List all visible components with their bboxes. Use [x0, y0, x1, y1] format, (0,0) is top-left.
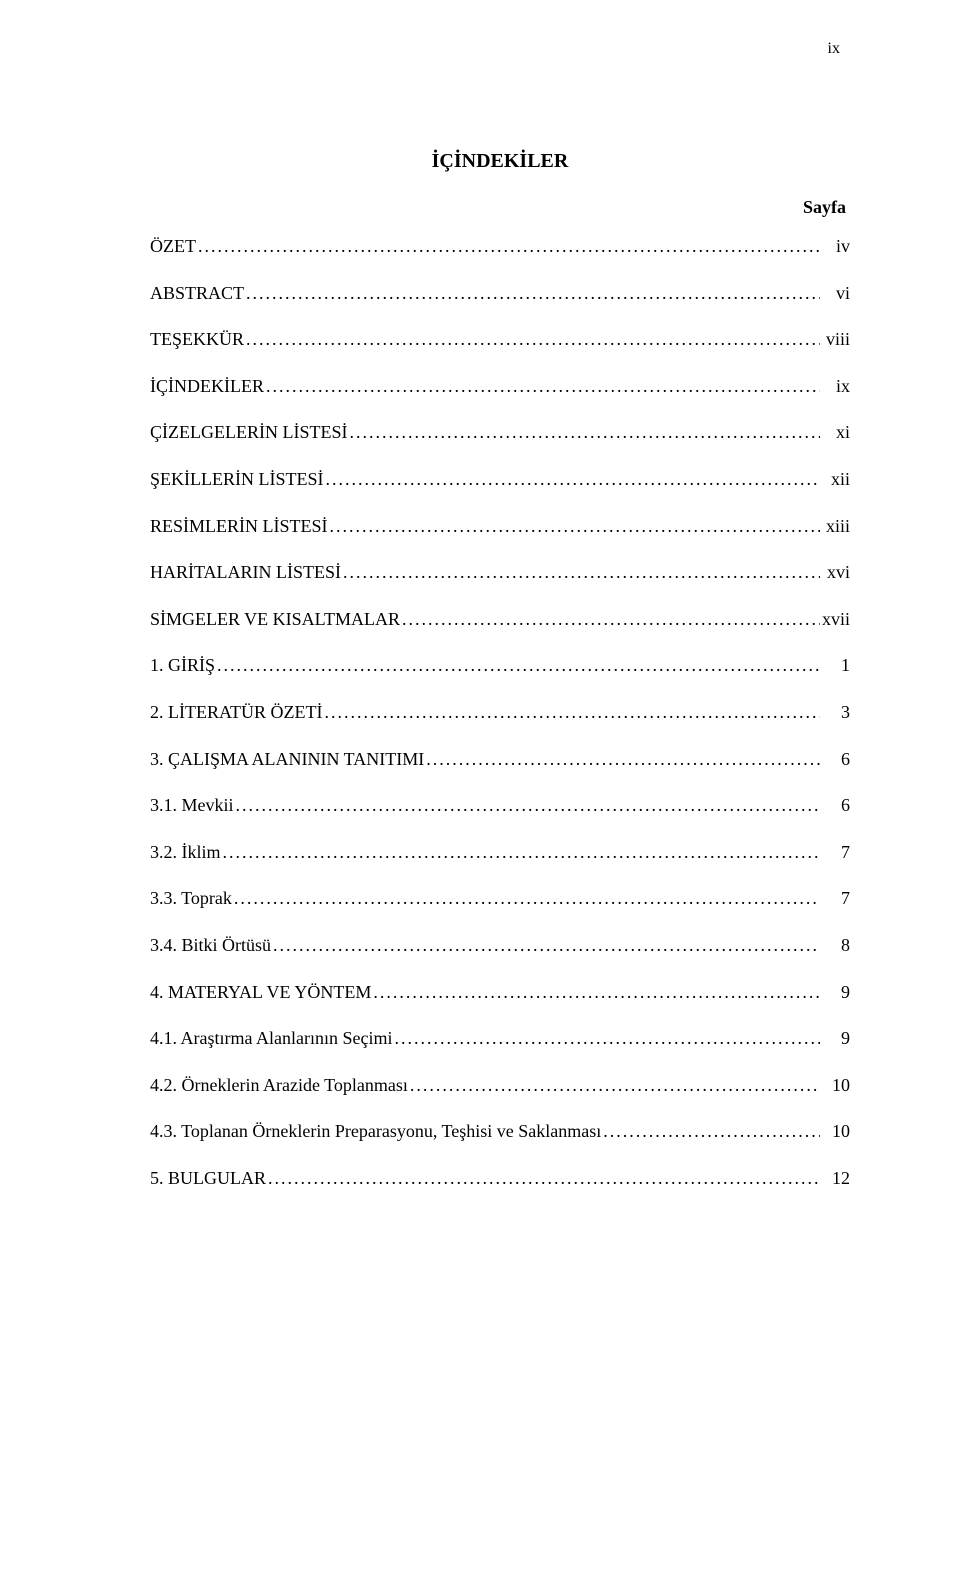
toc-entry-page: 6 [822, 795, 850, 817]
toc-leader-dots [394, 1028, 820, 1050]
toc-entry-label: 5. BULGULAR [150, 1168, 266, 1190]
toc-entry-page: xvii [822, 609, 850, 631]
toc-leader-dots [325, 469, 820, 491]
toc-entry: 2. LİTERATÜR ÖZETİ 3 [150, 702, 850, 724]
toc-entry-label: HARİTALARIN LİSTESİ [150, 562, 341, 584]
document-page: ix İÇİNDEKİLER Sayfa ÖZET iv ABSTRACT vi TEŞ… [0, 0, 960, 1581]
toc-entry-label: İÇİNDEKİLER [150, 376, 264, 398]
toc-entry-label: ÖZET [150, 236, 196, 258]
toc-entry-label: ÇİZELGELERİN LİSTESİ [150, 422, 347, 444]
toc-entry-page: 10 [822, 1121, 850, 1143]
toc-entry-label: 2. LİTERATÜR ÖZETİ [150, 702, 322, 724]
page-column-header: Sayfa [150, 197, 850, 218]
toc-list: ÖZET iv ABSTRACT vi TEŞEKKÜR viii İÇİNDEKİLER i… [150, 236, 850, 1189]
toc-leader-dots [349, 422, 820, 444]
toc-entry-page: 8 [822, 935, 850, 957]
toc-entry-label: ABSTRACT [150, 283, 244, 305]
toc-entry-page: 12 [822, 1168, 850, 1190]
toc-leader-dots [410, 1075, 820, 1097]
toc-leader-dots [343, 562, 820, 584]
toc-entry-page: iv [822, 236, 850, 258]
toc-entry-label: 4. MATERYAL VE YÖNTEM [150, 982, 371, 1004]
toc-entry: ŞEKİLLERİN LİSTESİ xii [150, 469, 850, 491]
toc-entry-page: xii [822, 469, 850, 491]
toc-entry: 5. BULGULAR 12 [150, 1168, 850, 1190]
toc-entry-label: 4.2. Örneklerin Arazide Toplanması [150, 1075, 408, 1097]
toc-entry: 3.1. Mevkii 6 [150, 795, 850, 817]
toc-entry-label: 1. GİRİŞ [150, 655, 215, 677]
toc-leader-dots [217, 655, 820, 677]
toc-entry: 3. ÇALIŞMA ALANININ TANITIMI 6 [150, 749, 850, 771]
toc-entry: 4. MATERYAL VE YÖNTEM 9 [150, 982, 850, 1004]
toc-entry-page: 6 [822, 749, 850, 771]
toc-entry-label: 3.4. Bitki Örtüsü [150, 935, 271, 957]
toc-title: İÇİNDEKİLER [150, 150, 850, 173]
toc-entry-label: 4.3. Toplanan Örneklerin Preparasyonu, T… [150, 1121, 601, 1143]
toc-leader-dots [426, 749, 820, 771]
toc-leader-dots [402, 609, 820, 631]
toc-leader-dots [223, 842, 821, 864]
toc-entry-page: xiii [822, 516, 850, 538]
toc-entry: 4.3. Toplanan Örneklerin Preparasyonu, T… [150, 1121, 850, 1143]
toc-leader-dots [198, 236, 820, 258]
toc-entry-label: 4.1. Araştırma Alanlarının Seçimi [150, 1028, 392, 1050]
toc-entry-page: 10 [822, 1075, 850, 1097]
toc-entry-label: SİMGELER VE KISALTMALAR [150, 609, 400, 631]
toc-entry-label: 3.3. Toprak [150, 888, 232, 910]
toc-entry: 3.2. İklim 7 [150, 842, 850, 864]
toc-entry-page: xi [822, 422, 850, 444]
toc-entry-page: 3 [822, 702, 850, 724]
toc-leader-dots [236, 795, 821, 817]
toc-entry-page: ix [822, 376, 850, 398]
toc-entry-page: 7 [822, 842, 850, 864]
toc-entry: 1. GİRİŞ 1 [150, 655, 850, 677]
toc-entry-page: vi [822, 283, 850, 305]
toc-entry: TEŞEKKÜR viii [150, 329, 850, 351]
toc-entry-label: 3.2. İklim [150, 842, 221, 864]
toc-entry-label: ŞEKİLLERİN LİSTESİ [150, 469, 323, 491]
toc-entry-label: 3. ÇALIŞMA ALANININ TANITIMI [150, 749, 424, 771]
toc-entry: RESİMLERİN LİSTESİ xiii [150, 516, 850, 538]
toc-entry: İÇİNDEKİLER ix [150, 376, 850, 398]
toc-leader-dots [246, 283, 820, 305]
toc-entry-page: 1 [822, 655, 850, 677]
toc-entry: HARİTALARIN LİSTESİ xvi [150, 562, 850, 584]
page-number-top: ix [828, 40, 840, 58]
toc-entry: 3.4. Bitki Örtüsü 8 [150, 935, 850, 957]
toc-leader-dots [268, 1168, 820, 1190]
toc-entry-page: 7 [822, 888, 850, 910]
toc-entry: ABSTRACT vi [150, 283, 850, 305]
toc-leader-dots [234, 888, 820, 910]
toc-entry: SİMGELER VE KISALTMALAR xvii [150, 609, 850, 631]
toc-entry: ÇİZELGELERİN LİSTESİ xi [150, 422, 850, 444]
toc-leader-dots [330, 516, 821, 538]
toc-entry: ÖZET iv [150, 236, 850, 258]
toc-entry-label: RESİMLERİN LİSTESİ [150, 516, 328, 538]
toc-entry-page: xvi [822, 562, 850, 584]
toc-entry-label: 3.1. Mevkii [150, 795, 234, 817]
toc-entry-label: TEŞEKKÜR [150, 329, 244, 351]
toc-entry: 3.3. Toprak 7 [150, 888, 850, 910]
toc-entry-page: 9 [822, 1028, 850, 1050]
toc-leader-dots [603, 1121, 820, 1143]
toc-entry-page: viii [822, 329, 850, 351]
toc-entry: 4.1. Araştırma Alanlarının Seçimi 9 [150, 1028, 850, 1050]
toc-entry: 4.2. Örneklerin Arazide Toplanması 10 [150, 1075, 850, 1097]
toc-leader-dots [324, 702, 820, 724]
toc-leader-dots [273, 935, 820, 957]
toc-leader-dots [373, 982, 820, 1004]
toc-leader-dots [246, 329, 820, 351]
toc-entry-page: 9 [822, 982, 850, 1004]
toc-leader-dots [266, 376, 820, 398]
